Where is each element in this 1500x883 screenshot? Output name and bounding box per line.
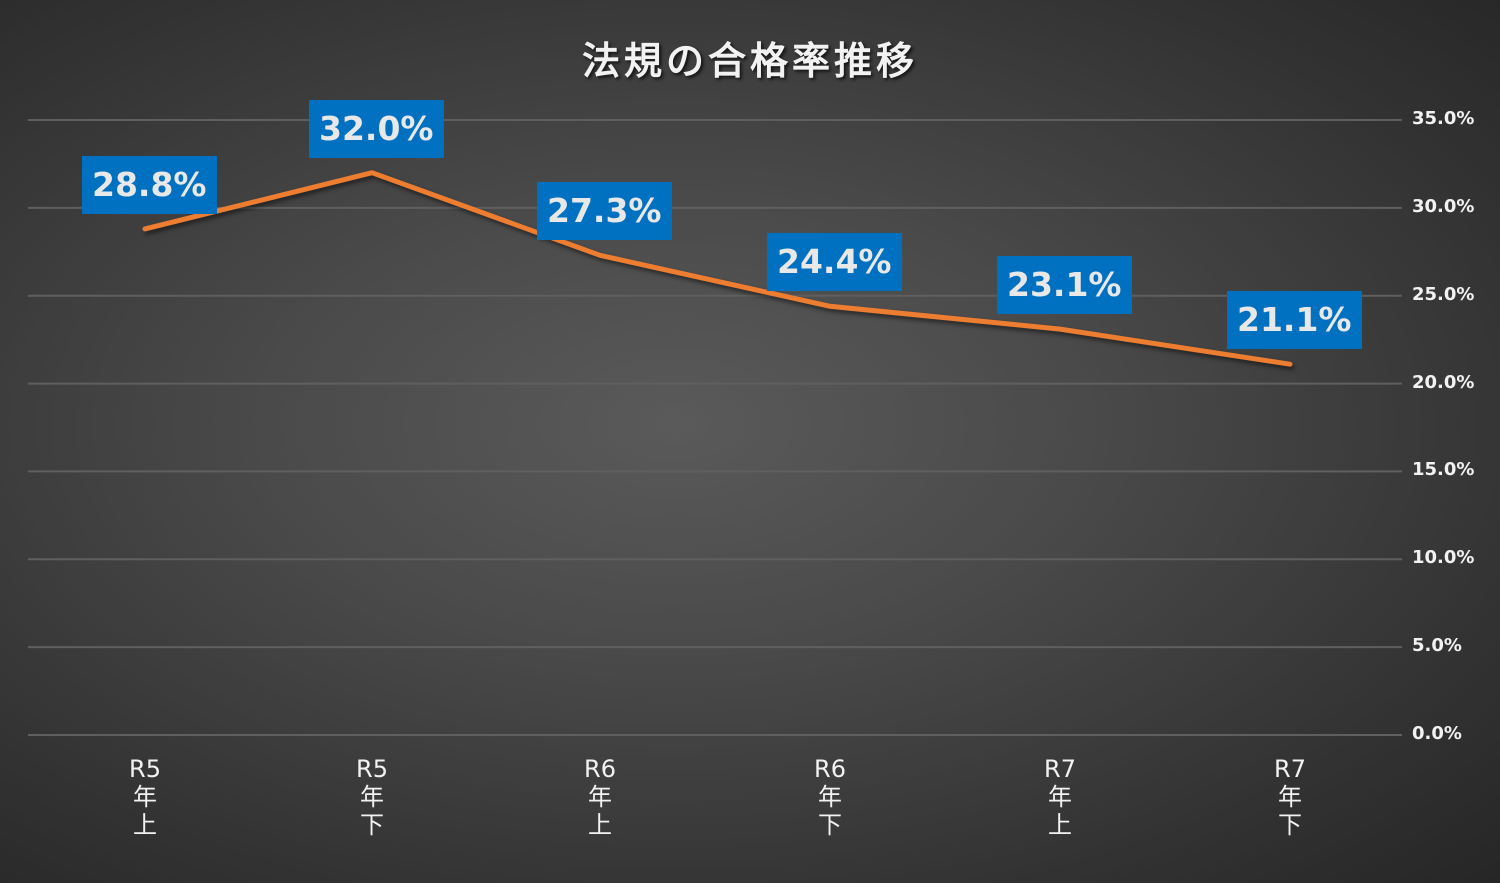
data-label: 23.1% (997, 256, 1132, 315)
y-tick-label: 5.0% (1412, 635, 1462, 657)
series-line (142, 170, 1293, 367)
x-tick-label: R5年上 (129, 755, 161, 839)
gridlines (28, 119, 1402, 736)
y-tick-label: 10.0% (1412, 547, 1475, 569)
y-tick-label: 30.0% (1412, 195, 1475, 217)
data-label: 27.3% (537, 182, 672, 241)
chart-title: 法規の合格率推移 (581, 39, 918, 83)
y-tick-label: 35.0% (1412, 108, 1475, 129)
data-label: 24.4% (767, 233, 902, 292)
data-label: 21.1% (1227, 291, 1362, 350)
x-tick-label: R7年上 (1044, 755, 1076, 839)
x-tick-label: R6年下 (814, 755, 846, 839)
x-tick-label: R7年下 (1274, 755, 1306, 839)
y-tick-label: 25.0% (1412, 283, 1475, 305)
x-tick-label: R5年下 (356, 755, 388, 839)
data-label: 28.8% (82, 155, 217, 214)
y-tick-label: 20.0% (1412, 371, 1475, 393)
data-label: 32.0% (309, 99, 444, 158)
x-tick-label: R6年上 (584, 755, 616, 839)
y-tick-label: 15.0% (1412, 459, 1475, 481)
y-tick-label: 0.0% (1412, 723, 1462, 744)
